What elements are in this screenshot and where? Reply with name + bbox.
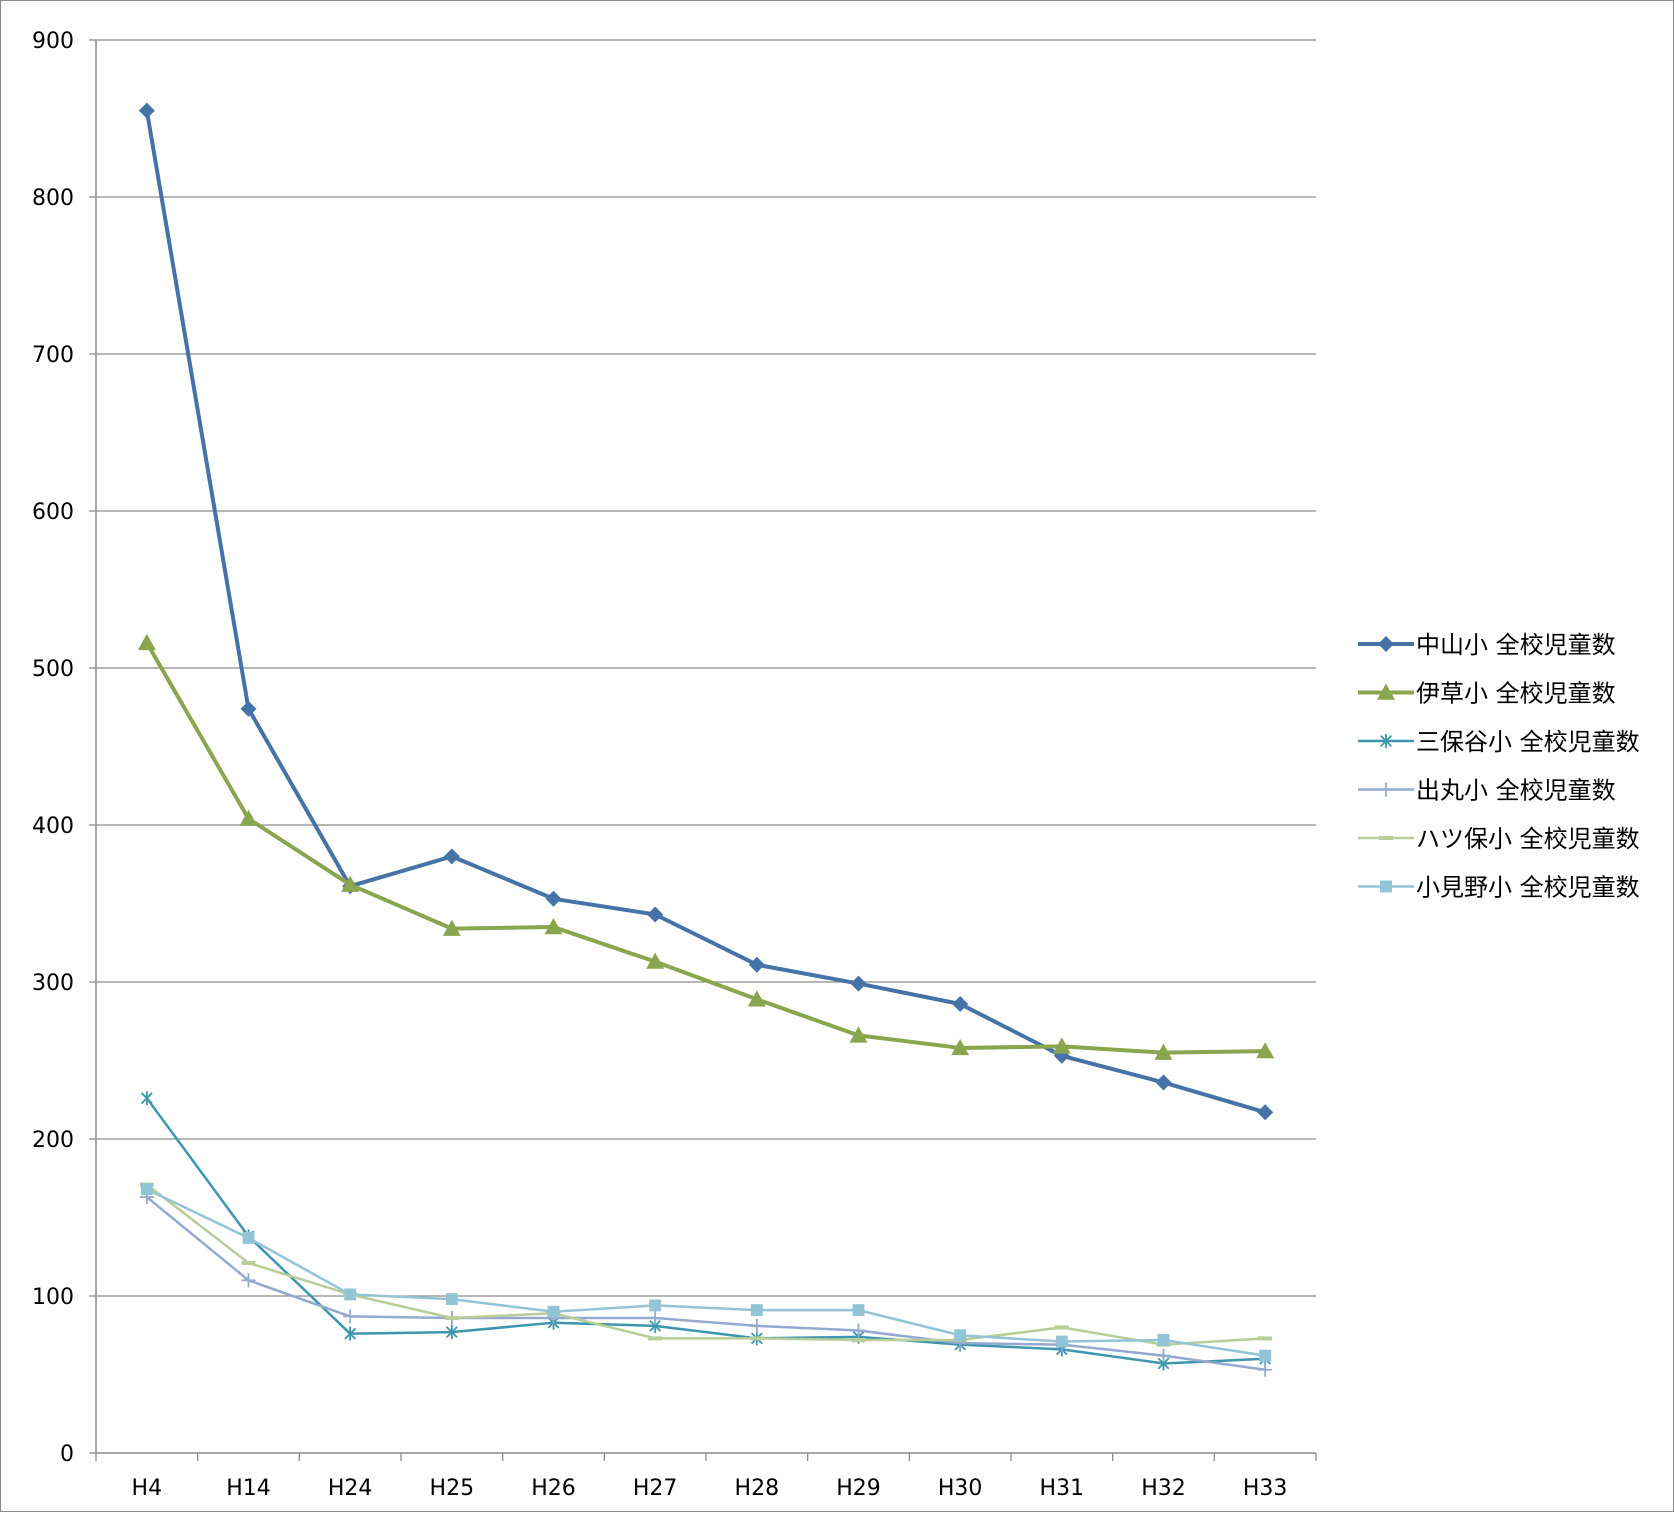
series-line xyxy=(145,641,1266,1055)
marker-plus xyxy=(749,1318,764,1333)
marker-square xyxy=(1157,1334,1170,1346)
y-tick-label: 200 xyxy=(32,1128,74,1153)
y-tick-label: 0 xyxy=(60,1442,74,1467)
y-tick-label: 100 xyxy=(32,1285,74,1310)
marker-triangle xyxy=(1154,1043,1173,1060)
legend-item[interactable]: 小見野小 全校児童数 xyxy=(1358,874,1640,902)
marker-plus xyxy=(648,1310,663,1325)
marker-triangle xyxy=(239,809,258,826)
marker-square xyxy=(750,1304,763,1317)
x-tick-label: H30 xyxy=(938,1476,983,1501)
legend-label: 伊草小 全校児童数 xyxy=(1416,680,1616,708)
marker-triangle xyxy=(544,918,563,935)
marker-plus xyxy=(1156,1348,1171,1363)
y-tick-label: 300 xyxy=(32,971,74,996)
axes: 0 100 200 300 400 500 600 700 800 900 H4 H14 H24 H25 H… xyxy=(32,29,1317,1501)
legend-label: 出丸小 全校児童数 xyxy=(1416,777,1616,805)
series-0 xyxy=(138,102,1274,1121)
marker-triangle xyxy=(341,875,360,892)
marker-plus xyxy=(1258,1362,1273,1377)
marker-asterisk xyxy=(1380,734,1392,748)
marker-diamond xyxy=(138,102,155,119)
marker-diamond xyxy=(1378,636,1394,652)
marker-square xyxy=(1259,1349,1272,1362)
legend-item[interactable]: 伊草小 全校児童数 xyxy=(1358,680,1616,708)
marker-asterisk xyxy=(344,1326,357,1341)
legend-label: 三保谷小 全校児童数 xyxy=(1416,728,1640,756)
marker-square xyxy=(852,1304,865,1317)
marker-diamond xyxy=(952,995,969,1012)
marker-plus xyxy=(343,1309,358,1324)
marker-triangle xyxy=(951,1038,970,1056)
marker-plus xyxy=(1379,782,1393,797)
y-tick-label: 700 xyxy=(32,343,74,368)
x-tick-label: H32 xyxy=(1141,1476,1186,1501)
y-tick-label: 800 xyxy=(32,186,74,211)
legend-item[interactable]: 中山小 全校児童数 xyxy=(1358,631,1616,659)
legend-label: 小見野小 全校児童数 xyxy=(1416,874,1640,902)
marker-square xyxy=(242,1231,255,1244)
marker-triangle xyxy=(646,952,665,969)
y-tick-label: 900 xyxy=(32,29,74,54)
x-tick-label: H26 xyxy=(531,1476,576,1501)
legend-item[interactable]: 三保谷小 全校児童数 xyxy=(1358,728,1640,756)
legend-label: ハツ保小 全校児童数 xyxy=(1416,825,1640,853)
x-tick-label: H31 xyxy=(1040,1476,1085,1501)
marker-diamond xyxy=(748,956,765,973)
marker-triangle xyxy=(442,919,461,936)
x-tick-label: H29 xyxy=(836,1476,881,1501)
y-tick-label: 600 xyxy=(32,500,74,525)
series-line xyxy=(146,1188,1266,1357)
marker-square xyxy=(140,1183,153,1196)
x-tick-label: H28 xyxy=(735,1476,780,1501)
marker-square xyxy=(547,1305,560,1318)
marker-square xyxy=(445,1293,458,1306)
legend-item[interactable]: ハツ保小 全校児童数 xyxy=(1358,825,1640,853)
series-line xyxy=(146,1183,1266,1346)
marker-diamond xyxy=(647,906,664,923)
x-tick-label: H25 xyxy=(430,1476,475,1501)
series-1 xyxy=(137,633,1275,1060)
series-lines xyxy=(137,102,1275,1377)
marker-asterisk xyxy=(445,1325,458,1340)
marker-square xyxy=(649,1299,662,1312)
marker-triangle xyxy=(747,990,766,1007)
x-tick-label: H33 xyxy=(1243,1476,1288,1501)
x-tick-label: H4 xyxy=(132,1476,163,1501)
marker-triangle xyxy=(1377,683,1395,700)
series-line xyxy=(145,1097,1266,1365)
marker-diamond xyxy=(240,700,257,717)
marker-square xyxy=(954,1329,967,1342)
series-5 xyxy=(140,1183,1272,1362)
x-tick-label: H14 xyxy=(226,1476,271,1501)
legend-item[interactable]: 出丸小 全校児童数 xyxy=(1358,777,1616,805)
marker-square xyxy=(1055,1335,1068,1348)
marker-diamond xyxy=(1155,1074,1172,1091)
y-tick-label: 500 xyxy=(32,657,74,682)
marker-diamond xyxy=(1257,1104,1274,1121)
marker-triangle xyxy=(1256,1042,1275,1059)
marker-plus xyxy=(851,1323,866,1338)
x-tick-label: H27 xyxy=(633,1476,678,1501)
series-line xyxy=(144,110,1266,1115)
gridlines xyxy=(96,39,1316,1297)
series-line xyxy=(146,1196,1266,1372)
marker-diamond xyxy=(545,890,562,907)
marker-triangle xyxy=(1052,1037,1071,1054)
y-tick-label: 400 xyxy=(32,814,74,839)
marker-asterisk xyxy=(140,1091,153,1106)
x-tick-label: H24 xyxy=(328,1476,373,1501)
marker-square xyxy=(1380,880,1392,893)
legend-label: 中山小 全校児童数 xyxy=(1416,631,1616,659)
marker-diamond xyxy=(850,975,867,992)
marker-triangle xyxy=(137,633,156,651)
marker-triangle xyxy=(849,1026,868,1043)
marker-diamond xyxy=(443,848,460,865)
marker-square xyxy=(344,1288,357,1301)
marker-plus xyxy=(241,1273,256,1288)
